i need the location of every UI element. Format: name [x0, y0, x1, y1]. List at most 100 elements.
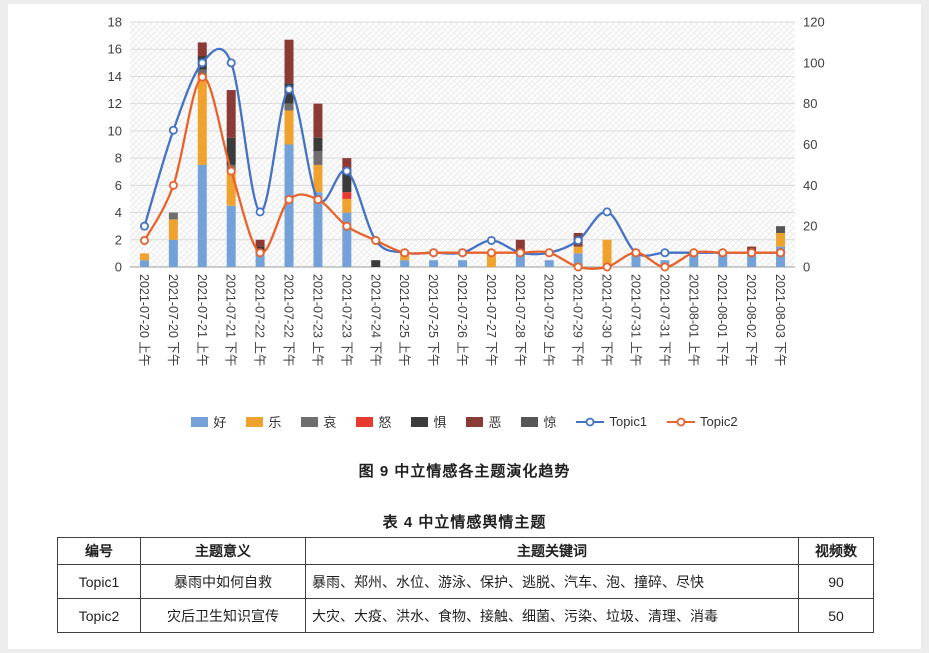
- legend-label: Topic2: [700, 414, 738, 429]
- svg-text:100: 100: [803, 55, 825, 70]
- table-header-row: 编号 主题意义 主题关键词 视频数: [57, 537, 874, 565]
- legend-item-Topic2: Topic2: [667, 414, 738, 429]
- svg-text:2021-07-22 下午: 2021-07-22 下午: [282, 274, 296, 366]
- svg-text:16: 16: [108, 42, 122, 57]
- svg-text:2021-08-01 下午: 2021-08-01 下午: [715, 274, 729, 366]
- cell-topic1-id: Topic1: [57, 564, 141, 599]
- plot-area: [130, 22, 795, 267]
- legend-swatch-惊: [521, 416, 539, 427]
- svg-text:6: 6: [115, 178, 122, 193]
- table-caption: 表 4 中立情感舆情主题: [382, 514, 547, 531]
- svg-text:2021-07-26 上午: 2021-07-26 上午: [455, 274, 469, 366]
- svg-text:2021-08-01 上午: 2021-08-01 上午: [686, 274, 700, 366]
- legend-swatch-恶: [466, 416, 484, 427]
- svg-text:2021-07-28 下午: 2021-07-28 下午: [513, 274, 527, 366]
- paper-page: 0 2 4 6 8 10 12 14 16 18 0 20 40 60 80 100 120 2021-07-20…: [8, 4, 921, 649]
- svg-text:2021-07-29 下午: 2021-07-29 下午: [571, 274, 585, 366]
- svg-text:18: 18: [108, 15, 122, 30]
- cell-topic1-meaning: 暴雨中如何自救: [140, 564, 306, 599]
- svg-text:2021-07-27 下午: 2021-07-27 下午: [484, 274, 498, 366]
- svg-text:0: 0: [115, 260, 122, 275]
- topics-table: 编号 主题意义 主题关键词 视频数 Topic1 暴雨中如何自救 暴雨、郑州、水…: [57, 537, 874, 633]
- cell-topic2-keywords: 大灾、大疫、洪水、食物、接触、细菌、污染、垃圾、清理、消毒: [305, 598, 799, 633]
- left-axis-labels: 0 2 4 6 8 10 12 14 16 18: [108, 15, 122, 275]
- legend-item-惊: 惊: [521, 412, 556, 431]
- table-row-topic2: Topic2 灾后卫生知识宣传 大灾、大疫、洪水、食物、接触、细菌、污染、垃圾、…: [57, 598, 874, 633]
- svg-text:4: 4: [115, 205, 122, 220]
- legend-label: 惊: [543, 415, 557, 430]
- legend-label: 怒: [378, 415, 392, 430]
- svg-text:2021-07-21 下午: 2021-07-21 下午: [224, 274, 238, 366]
- header-meaning: 主题意义: [140, 537, 306, 565]
- legend-label: 恶: [488, 415, 502, 430]
- svg-text:8: 8: [115, 151, 122, 166]
- topic2-line: [139, 72, 786, 272]
- svg-text:2021-07-24 下午: 2021-07-24 下午: [368, 274, 382, 366]
- legend-label: Topic1: [609, 414, 648, 429]
- cell-topic2-id: Topic2: [57, 598, 141, 633]
- svg-text:2: 2: [115, 232, 122, 247]
- cell-topic1-keywords: 暴雨、郑州、水位、游泳、保护、逃脱、汽车、泡、撞碎、尽快: [305, 564, 799, 599]
- legend-swatch-乐: [246, 416, 264, 427]
- figure-9-chart: 0 2 4 6 8 10 12 14 16 18 0 20 40 60 80 100 120 2021-07-20…: [85, 12, 845, 392]
- legend-swatch-怒: [356, 416, 374, 427]
- svg-text:10: 10: [108, 123, 122, 138]
- legend-item-哀: 哀: [301, 412, 336, 431]
- svg-text:2021-07-20 下午: 2021-07-20 下午: [166, 274, 180, 366]
- cell-topic2-meaning: 灾后卫生知识宣传: [140, 598, 306, 633]
- svg-text:2021-07-25 下午: 2021-07-25 下午: [426, 274, 440, 366]
- figure-caption: 图 9 中立情感各主题演化趋势: [358, 463, 571, 480]
- header-count: 视频数: [798, 537, 874, 565]
- legend-item-好: 好: [191, 412, 226, 431]
- legend-swatch-哀: [301, 416, 319, 427]
- svg-text:2021-07-21 上午: 2021-07-21 上午: [195, 274, 209, 366]
- right-axis-labels: 0 20 40 60 80 100 120: [803, 15, 825, 275]
- bar-series-好: [139, 144, 786, 267]
- svg-text:2021-07-29 上午: 2021-07-29 上午: [542, 274, 556, 366]
- chart-legend: 好 乐 哀 怒 惧 恶 惊 Topic1 Topic2: [8, 412, 921, 431]
- svg-text:2021-07-31 下午: 2021-07-31 下午: [657, 274, 671, 366]
- svg-text:14: 14: [108, 69, 122, 84]
- legend-label: 好: [213, 415, 227, 430]
- legend-item-怒: 怒: [356, 412, 391, 431]
- cell-topic2-count: 50: [798, 598, 874, 633]
- table-row-topic1: Topic1 暴雨中如何自救 暴雨、郑州、水位、游泳、保护、逃脱、汽车、泡、撞碎…: [57, 564, 874, 599]
- svg-text:2021-08-02 下午: 2021-08-02 下午: [744, 274, 758, 366]
- x-axis-category-labels: 2021-07-20 上午 2021-07-20 下午 2021-07-21 上午 2…: [137, 274, 787, 366]
- legend-swatch-好: [191, 416, 209, 427]
- legend-label: 乐: [268, 415, 282, 430]
- svg-text:2021-07-23 上午: 2021-07-23 上午: [310, 274, 324, 366]
- svg-text:120: 120: [803, 15, 825, 30]
- svg-text:0: 0: [803, 260, 810, 275]
- legend-item-惧: 惧: [411, 412, 446, 431]
- stacked-bars: [139, 39, 786, 267]
- svg-text:80: 80: [803, 96, 817, 111]
- bar-series-惊: [776, 226, 786, 233]
- header-keywords: 主题关键词: [305, 537, 799, 565]
- svg-text:40: 40: [803, 178, 817, 193]
- neutral-sentiment-combo-chart: 0 2 4 6 8 10 12 14 16 18 0 20 40 60 80 100 120 2021-07-20…: [108, 15, 825, 367]
- legend-swatch-惧: [411, 416, 429, 427]
- legend-line-swatch-Topic2: [667, 417, 696, 426]
- svg-text:2021-08-03 下午: 2021-08-03 下午: [773, 274, 787, 366]
- svg-text:60: 60: [803, 137, 817, 152]
- svg-text:2021-07-31 上午: 2021-07-31 上午: [628, 274, 642, 366]
- header-id: 编号: [57, 537, 141, 565]
- cell-topic1-count: 90: [798, 564, 874, 599]
- legend-item-恶: 恶: [466, 412, 501, 431]
- legend-line-swatch-Topic1: [576, 417, 605, 426]
- svg-text:12: 12: [108, 96, 122, 111]
- bar-series-怒: [342, 192, 352, 199]
- legend-item-Topic1: Topic1: [576, 414, 647, 429]
- svg-text:2021-07-23 下午: 2021-07-23 下午: [339, 274, 353, 366]
- legend-label: 惧: [433, 415, 447, 430]
- svg-text:2021-07-22 上午: 2021-07-22 上午: [253, 274, 267, 366]
- topic-lines: [139, 47, 786, 272]
- svg-text:2021-07-25 上午: 2021-07-25 上午: [397, 274, 411, 366]
- legend-label: 哀: [323, 415, 337, 430]
- svg-text:2021-07-20 上午: 2021-07-20 上午: [137, 274, 151, 366]
- svg-text:20: 20: [803, 219, 817, 234]
- svg-text:2021-07-30 下午: 2021-07-30 下午: [600, 274, 614, 366]
- gridlines: [130, 21, 795, 268]
- legend-item-乐: 乐: [246, 412, 281, 431]
